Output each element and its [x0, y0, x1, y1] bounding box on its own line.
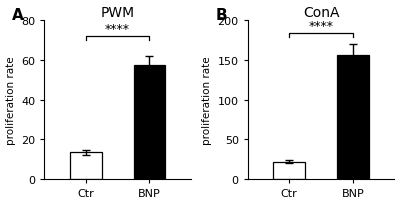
Bar [134, 65, 166, 180]
Bar [337, 55, 369, 180]
Y-axis label: proliferation rate: proliferation rate [202, 56, 212, 144]
Title: PWM: PWM [100, 6, 135, 19]
Text: B: B [216, 8, 227, 23]
Bar [273, 162, 305, 180]
Text: ****: **** [309, 20, 334, 33]
Text: ****: **** [105, 23, 130, 36]
Bar [70, 153, 102, 180]
Text: A: A [12, 8, 24, 23]
Y-axis label: proliferation rate: proliferation rate [6, 56, 16, 144]
Title: ConA: ConA [303, 6, 339, 19]
